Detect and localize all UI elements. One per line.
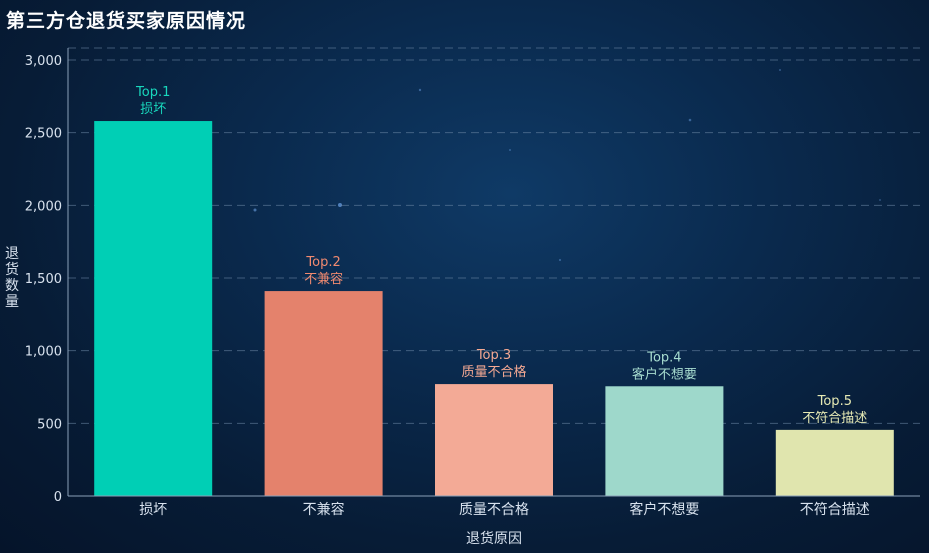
y-axis-title-char: 退 xyxy=(5,246,19,262)
x-tick-label: 质量不合格 xyxy=(459,502,529,518)
bar-rank-label: Top.3 xyxy=(476,348,511,363)
bar-rank-label: Top.4 xyxy=(646,350,681,365)
y-axis-title-char: 货 xyxy=(5,261,19,278)
chart-title: 第三方仓退货买家原因情况 xyxy=(6,10,247,32)
gridlines xyxy=(68,47,920,424)
bar xyxy=(94,121,213,496)
bar-name-label: 不符合描述 xyxy=(802,410,867,426)
y-tick-label: 3,000 xyxy=(25,54,62,69)
bar-name-label: 损坏 xyxy=(140,102,166,117)
bar-name-label: 质量不合格 xyxy=(461,364,526,380)
bar-rank-label: Top.2 xyxy=(305,255,340,270)
y-tick-label: 0 xyxy=(54,490,62,505)
bar-rank-label: Top.5 xyxy=(817,394,852,409)
y-axis-title-char: 数 xyxy=(5,278,19,294)
x-axis-title: 退货原因 xyxy=(466,530,522,547)
bar xyxy=(264,291,383,496)
bar-rank-label: Top.1 xyxy=(135,85,170,100)
y-tick-label: 2,000 xyxy=(25,199,62,214)
x-tick-label: 不符合描述 xyxy=(800,502,870,518)
y-axis: 0 500 1,000 1,500 2,000 2,500 3,000 xyxy=(25,48,69,505)
bar xyxy=(435,384,553,496)
bar-name-label: 不兼容 xyxy=(304,271,343,287)
x-axis: 损坏 不兼容 质量不合格 客户不想要 不符合描述 xyxy=(68,495,920,518)
x-tick-label: 不兼容 xyxy=(303,501,345,518)
bars xyxy=(94,121,894,496)
x-tick-label: 客户不想要 xyxy=(629,501,699,518)
bar xyxy=(775,429,894,496)
y-tick-label: 2,500 xyxy=(25,127,62,142)
y-tick-label: 1,000 xyxy=(25,345,62,360)
y-tick-label: 500 xyxy=(37,417,62,432)
background-stars xyxy=(253,69,881,262)
bar-name-label: 客户不想要 xyxy=(632,366,697,382)
y-tick-label: 1,500 xyxy=(25,272,62,287)
x-tick-label: 损坏 xyxy=(139,502,167,518)
bar xyxy=(605,386,724,496)
y-axis-title-char: 量 xyxy=(5,294,19,310)
